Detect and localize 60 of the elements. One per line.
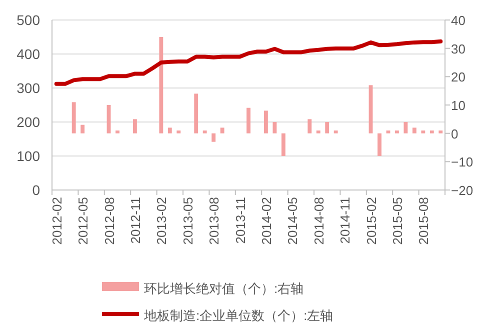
x-tick-label: 2015-05 xyxy=(390,197,405,245)
y-tick-label: 400 xyxy=(16,46,40,62)
bar xyxy=(272,122,277,134)
y2-tick-label: −20 xyxy=(451,183,474,198)
bar xyxy=(202,130,207,134)
bar xyxy=(246,108,250,134)
bar xyxy=(106,105,111,134)
y2-tick-label: 40 xyxy=(451,13,466,28)
x-tick-label: 2014-05 xyxy=(285,197,300,245)
bar xyxy=(176,130,181,134)
x-tick-label: 2013-08 xyxy=(206,197,222,245)
y2-tick-label: 0 xyxy=(451,126,458,142)
bar xyxy=(395,130,399,134)
bar xyxy=(194,94,198,134)
x-tick-label: 2014-08 xyxy=(311,197,326,245)
x-tick-label: 2012-02 xyxy=(49,197,64,245)
bar xyxy=(378,133,382,156)
bar xyxy=(72,102,76,134)
x-tick-label: 2013-11 xyxy=(232,197,248,244)
y-tick-label: 100 xyxy=(16,148,40,164)
x-tick-label: 2012-05 xyxy=(76,197,91,245)
x-tick-label: 2013-05 xyxy=(180,197,196,245)
bar xyxy=(220,128,224,134)
bar xyxy=(168,128,172,134)
bar xyxy=(368,85,373,134)
y-tick-label: 300 xyxy=(16,80,40,96)
bar xyxy=(421,130,426,134)
bar xyxy=(264,110,268,134)
y2-tick-label: 10 xyxy=(451,98,466,113)
bar xyxy=(212,133,216,142)
y-tick-label: 500 xyxy=(16,12,40,28)
bar xyxy=(159,37,164,134)
bar xyxy=(133,119,137,134)
bar xyxy=(116,130,120,134)
bar xyxy=(80,124,85,134)
x-tick-label: 2014-02 xyxy=(258,197,274,245)
x-tick-label: 2015-08 xyxy=(416,197,432,245)
x-tick-label: 2012-08 xyxy=(102,197,117,245)
line-series xyxy=(54,39,443,86)
y-tick-label: 200 xyxy=(16,114,40,130)
bar xyxy=(438,130,443,134)
legend-label: 环比增长绝对值（个）:右轴 xyxy=(144,281,304,296)
bar xyxy=(430,130,434,134)
x-tick-label: 2015-02 xyxy=(364,197,379,245)
bar xyxy=(386,130,390,134)
bar xyxy=(308,119,312,134)
y-tick-label: 0 xyxy=(32,182,40,198)
bar xyxy=(412,128,416,134)
bar xyxy=(334,130,338,134)
x-tick-label: 2012-11 xyxy=(128,197,143,244)
x-tick-label: 2014-11 xyxy=(338,197,353,244)
y2-tick-label: −10 xyxy=(451,154,474,170)
y2-tick-label: 30 xyxy=(451,41,466,56)
bar xyxy=(281,133,286,156)
bar xyxy=(404,122,408,134)
bar xyxy=(316,130,320,134)
legend-label: 地板制造:企业单位数（个）:左轴 xyxy=(143,308,334,323)
bar xyxy=(325,122,330,134)
x-tick-label: 2013-02 xyxy=(154,197,170,245)
y2-tick-label: 20 xyxy=(451,70,466,85)
